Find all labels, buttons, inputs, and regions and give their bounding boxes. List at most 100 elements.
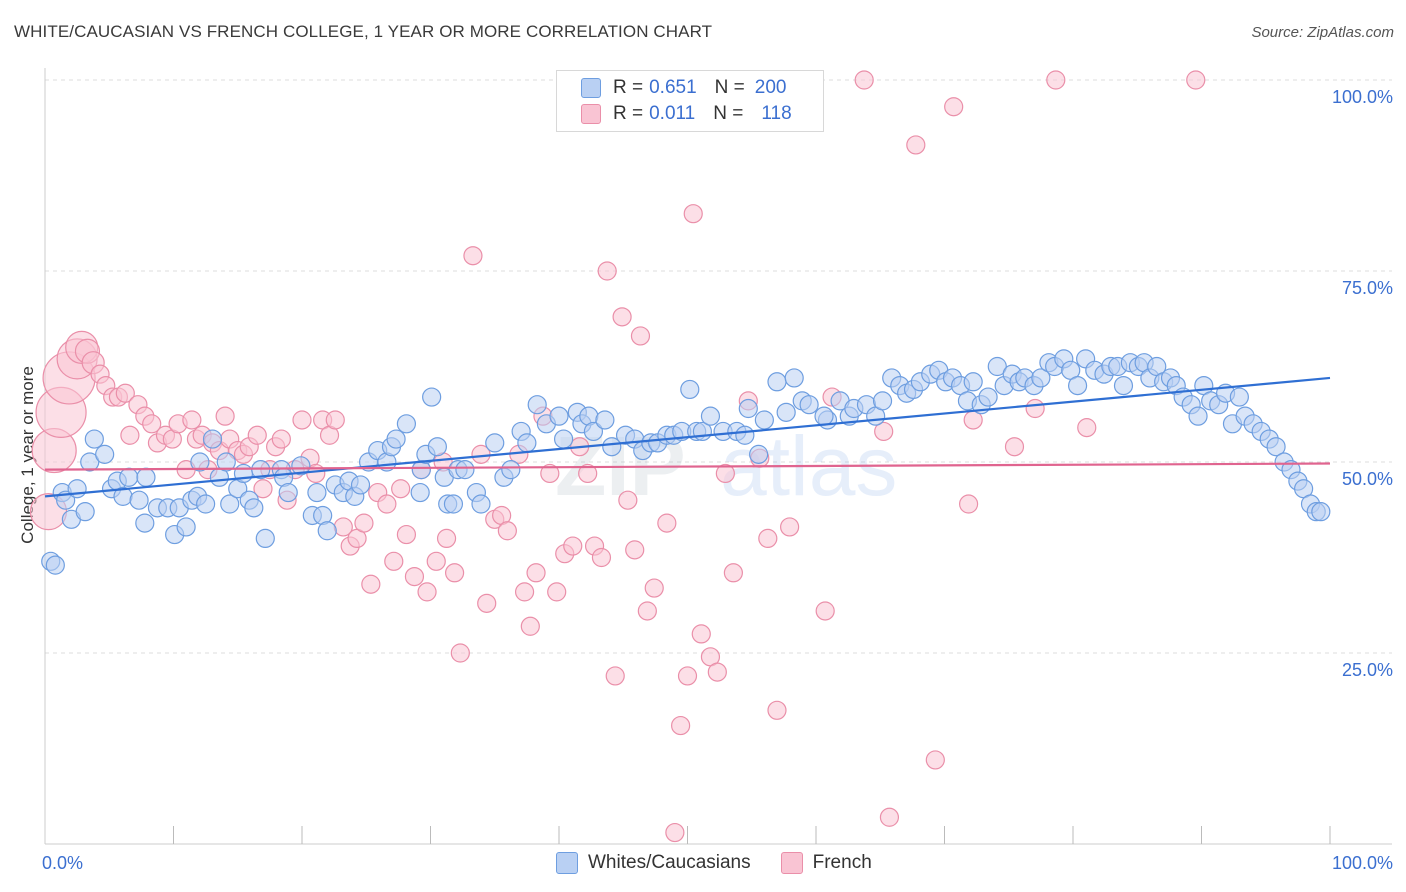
french-point — [605, 666, 625, 686]
chart-title: WHITE/CAUCASIAN VS FRENCH COLLEGE, 1 YEA… — [14, 22, 713, 41]
french-point — [247, 425, 267, 445]
french-point — [906, 135, 926, 155]
whites-point — [190, 452, 210, 472]
french-point — [292, 410, 312, 430]
whites-point — [291, 456, 311, 476]
whites-point — [307, 482, 327, 503]
french-point — [404, 566, 425, 587]
french-point — [723, 563, 743, 583]
french-point — [253, 479, 273, 499]
french-point — [958, 494, 979, 514]
legend-r-value: 0.651 — [649, 77, 697, 98]
legend-n-label: N = — [714, 77, 745, 98]
french-point — [1046, 70, 1066, 90]
whites-point — [255, 528, 275, 549]
french-point — [1004, 437, 1025, 457]
x-tick-label-min: 0.0% — [42, 853, 83, 873]
series-legend-whites[interactable]: Whites/Caucasians — [556, 852, 751, 874]
whites-point — [767, 372, 787, 392]
french-point — [944, 97, 964, 117]
whites-trend-line — [44, 376, 1331, 498]
whites-point — [196, 494, 216, 514]
whites-point — [501, 460, 521, 480]
french-point — [391, 479, 411, 499]
french-point — [182, 410, 202, 430]
whites-point — [680, 379, 700, 400]
french-point — [815, 601, 835, 621]
french-point — [1025, 398, 1045, 419]
whites-point — [1311, 502, 1331, 522]
y-tick-label: 100.0% — [1332, 87, 1393, 107]
french-point — [377, 494, 397, 514]
whites-point — [738, 398, 758, 419]
y-tick-label: 50.0% — [1342, 469, 1393, 489]
french-point — [618, 490, 638, 510]
french-point — [874, 421, 894, 442]
whites-point — [776, 402, 796, 422]
whites-point — [1113, 376, 1134, 396]
french-point — [677, 666, 698, 686]
correlation-legend: R = 0.651 N = 200 R = 0.011 N = 118 — [556, 70, 824, 132]
whites-point — [135, 513, 155, 533]
legend-n-value: 200 — [754, 77, 787, 98]
whites-point — [1266, 437, 1286, 457]
whites-point — [749, 444, 769, 464]
whites-point — [583, 421, 604, 442]
whites-point — [517, 433, 537, 453]
whites-point — [422, 387, 442, 407]
french-point — [142, 414, 162, 434]
whites-point — [1031, 368, 1051, 388]
french-point — [625, 540, 645, 560]
french-point — [463, 246, 483, 266]
whites-point — [1229, 387, 1249, 407]
french-point — [612, 307, 632, 327]
whites-point — [84, 429, 104, 449]
whites-point — [735, 425, 755, 445]
whites-point — [176, 517, 196, 537]
whites-point — [396, 414, 417, 434]
french-point — [514, 582, 535, 602]
whites-point — [549, 406, 569, 426]
french-point — [767, 700, 787, 720]
whites-point — [700, 406, 721, 426]
whites-point — [527, 395, 547, 415]
whites-point — [95, 444, 115, 464]
whites-point — [136, 467, 156, 487]
french-point — [325, 410, 345, 430]
french-point — [854, 70, 874, 90]
whites-point — [317, 521, 337, 541]
whites-point — [244, 498, 264, 518]
whites-point — [75, 502, 95, 522]
legend-swatch-french — [581, 104, 601, 124]
whites-point — [129, 490, 149, 510]
series-label-french: French — [812, 852, 872, 873]
french-point — [780, 517, 800, 537]
french-point — [715, 463, 735, 484]
french-point — [384, 551, 404, 571]
series-swatch-french — [780, 852, 803, 874]
legend-r-label: R = — [613, 103, 644, 124]
whites-point — [427, 437, 447, 457]
french-point — [758, 528, 778, 549]
whites-point — [471, 494, 491, 514]
french-trend-line — [44, 462, 1331, 471]
french-point — [444, 563, 465, 583]
whites-point — [80, 452, 100, 472]
series-label-whites: Whites/Caucasians — [588, 852, 751, 873]
french-point — [540, 463, 560, 484]
french-point — [630, 326, 651, 346]
whites-point — [410, 482, 430, 503]
french-point — [591, 547, 612, 568]
series-legend-french[interactable]: French — [780, 852, 872, 874]
legend-r-label: R = — [613, 77, 644, 98]
french-point — [683, 204, 703, 224]
whites-point — [987, 356, 1007, 377]
french-point — [426, 551, 446, 571]
french-point — [563, 536, 583, 556]
whites-point — [553, 429, 574, 449]
whites-point — [872, 391, 893, 411]
french-point — [1077, 418, 1097, 438]
french-point — [436, 528, 457, 549]
whites-point — [1188, 406, 1208, 426]
